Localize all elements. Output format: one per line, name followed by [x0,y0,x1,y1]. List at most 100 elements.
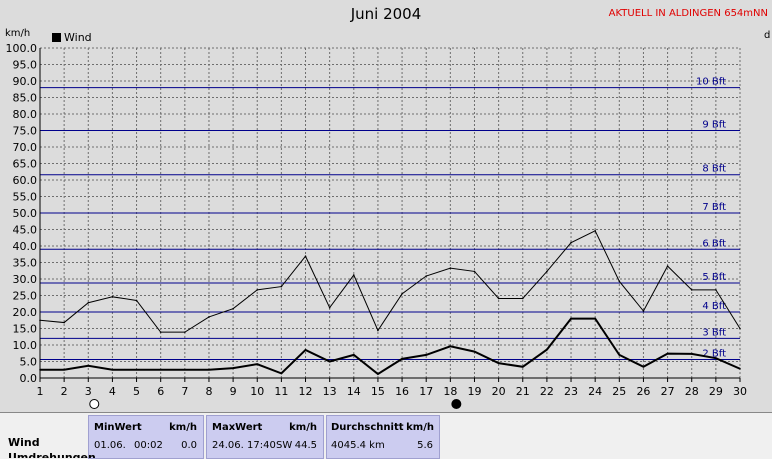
stats-row-label: Wind [8,436,40,449]
data-point [304,255,307,258]
data-point [449,267,452,269]
data-point [208,316,210,318]
data-point [39,319,41,322]
x-tick-label: 29 [709,385,723,398]
x-tick-label: 9 [230,385,237,398]
y-tick-label: 55.0 [13,191,38,204]
x-tick-label: 19 [467,385,481,398]
x-tick-label: 1 [37,385,44,398]
data-point [690,289,693,291]
max-header: MaxWert [212,422,263,433]
data-point [715,357,717,360]
data-point [256,363,259,365]
x-tick-label: 24 [588,385,602,398]
data-point [618,354,621,356]
data-point [497,297,500,300]
y-tick-label: 15.0 [13,323,38,336]
data-point [328,306,331,309]
x-tick-label: 22 [540,385,554,398]
data-point [184,331,186,333]
max-direction: SW [276,440,293,451]
avg-value: 5.6 [417,440,433,451]
x-tick-label: 10 [250,385,264,398]
y-tick-label: 85.0 [13,92,38,105]
data-point [594,230,596,232]
data-point [521,297,524,300]
y-tick-label: 30.0 [13,273,38,286]
min-panel: MinWert km/h 01.06. 00:02 0.0 [88,415,204,459]
x-tick-label: 11 [274,385,288,398]
max-panel: MaxWert km/h 24.06. 17:40 SW 44.5 [206,415,324,459]
avg-unit: km/h [406,422,434,433]
y-tick-label: 40.0 [13,240,38,253]
y-tick-label: 10.0 [13,339,38,352]
series-line-max [39,230,741,333]
chart-title: Juni 2004 [350,5,422,23]
y-tick-label: 20.0 [13,306,38,319]
data-point [304,349,307,351]
data-point [232,367,234,369]
beaufort-label: 3 Bft [702,327,726,338]
min-value: 0.0 [181,440,197,451]
beaufort-label: 4 Bft [702,301,726,312]
data-point [666,265,669,267]
x-tick-label: 27 [661,385,675,398]
max-value: 44.5 [294,440,317,451]
series-line-wind [40,317,741,376]
x-tick-label: 8 [205,385,212,398]
x-tick-label: 3 [85,385,92,398]
min-unit: km/h [169,422,197,433]
x-tick-label: 17 [419,385,433,398]
min-time: 00:02 [134,440,163,451]
data-point [208,368,210,371]
data-point [666,352,669,355]
stats-row-label-2: Umdrehungen [8,452,96,458]
data-point [715,289,717,291]
legend: Wind [52,31,92,44]
data-point [690,353,693,355]
data-point [546,270,548,273]
data-point [87,364,90,367]
x-tick-label: 25 [612,385,626,398]
y-tick-label: 35.0 [13,257,38,270]
max-datetime: 24.06. 17:40 [212,440,276,451]
data-point [111,368,114,371]
data-point [618,280,621,283]
y-tick-label: 60.0 [13,174,38,187]
x-tick-label: 4 [109,385,116,398]
y-tick-label: 5.0 [20,356,38,369]
x-tick-label: 21 [516,385,530,398]
avg-panel: Durchschnitt km/h 4045.4 km 5.6 [326,415,440,459]
y-tick-label: 90.0 [13,75,38,88]
data-point [135,299,138,302]
data-point [642,365,645,368]
min-header: MinWert [94,422,142,433]
data-point [425,354,428,356]
y-tick-label: 65.0 [13,158,38,171]
data-point [401,358,403,360]
beaufort-lines: 2 Bft 3 Bft 4 Bft 5 Bft 6 Bft 7 Bft 8 Bft 9 Bft… [40,77,740,361]
x-tick-label: 16 [395,385,409,398]
data-point [570,317,572,320]
legend-label: Wind [64,31,92,44]
data-point [352,274,355,276]
avg-distance: 4045.4 km [331,440,385,451]
x-tick-label: 20 [492,385,506,398]
stats-bar: MinWert km/h 01.06. 00:02 0.0 MaxWert km… [0,412,772,459]
x-tick-label: 14 [347,385,361,398]
data-point [63,321,65,324]
data-point [570,241,572,244]
full-moon-icon [89,399,100,409]
max-unit: km/h [289,422,317,433]
beaufort-label: 6 Bft [702,238,726,249]
x-tick-label: 12 [299,385,313,398]
station-label: AKTUELL IN ALDINGEN 654mNN [608,8,768,19]
data-point [377,329,379,332]
series-lines [39,230,741,376]
x-tick-label: 23 [564,385,578,398]
x-tick-label: 26 [636,385,650,398]
data-point [642,310,645,312]
data-point [39,368,41,371]
data-point [184,368,186,371]
beaufort-label: 7 Bft [702,202,726,213]
